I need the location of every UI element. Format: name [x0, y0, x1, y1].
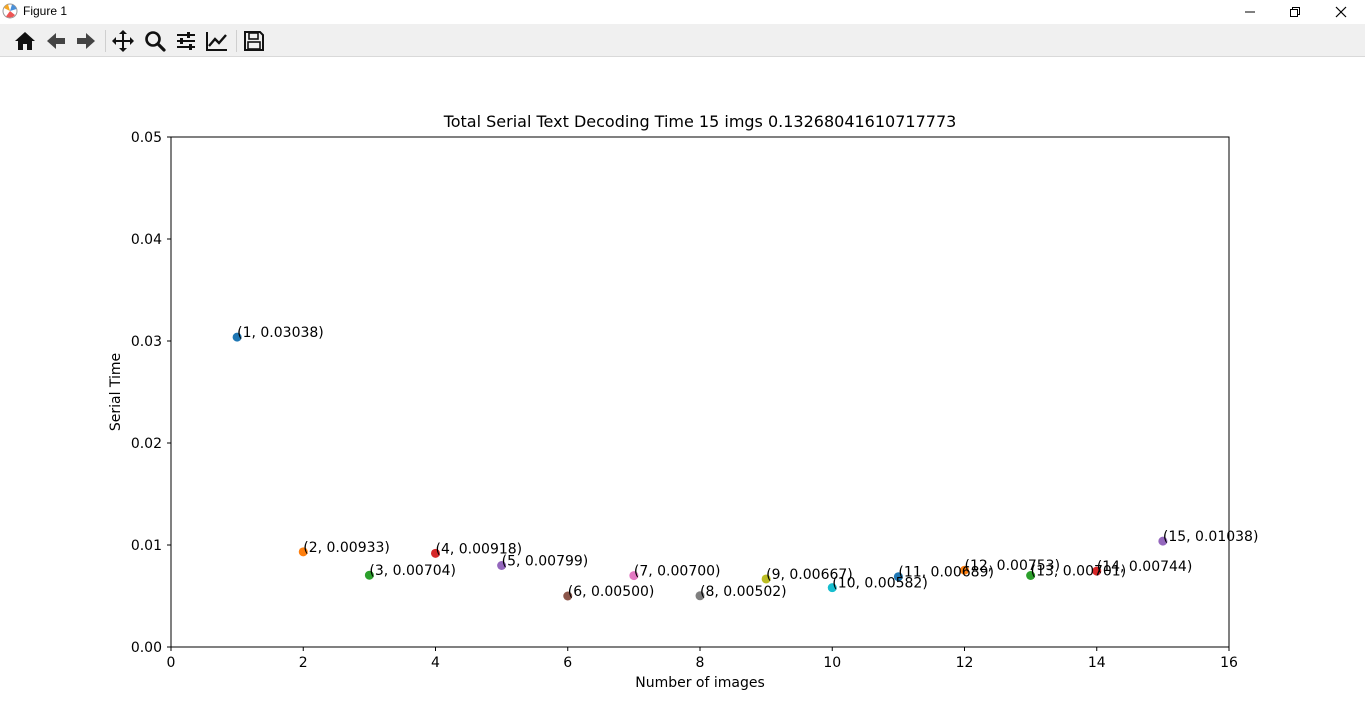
data-point-label: (6, 0.00500)	[568, 584, 655, 600]
figure-canvas[interactable]: Total Serial Text Decoding Time 15 imgs …	[0, 57, 1365, 720]
data-point-label: (3, 0.00704)	[369, 563, 456, 579]
back-button[interactable]	[42, 27, 70, 55]
data-point	[563, 591, 573, 601]
data-point	[497, 561, 507, 571]
data-point-label: (2, 0.00933)	[303, 540, 390, 556]
zoom-icon	[145, 31, 166, 52]
home-icon	[15, 32, 35, 50]
save-icon	[244, 31, 264, 51]
x-tick-label: 4	[431, 655, 440, 671]
data-point	[232, 332, 242, 342]
x-tick-label: 14	[1088, 655, 1106, 671]
data-labels: (1, 0.03038) (2, 0.00933) (3, 0.00704) (4, …	[237, 325, 1258, 600]
data-points	[232, 332, 1168, 601]
x-tick-label: 6	[563, 655, 572, 671]
close-button[interactable]	[1318, 0, 1364, 24]
data-point-label: (13, 0.00701)	[1031, 563, 1127, 579]
data-point	[827, 583, 837, 593]
axes-ticks: 0 2 4 6 8 10 12 14 16 0.00 0.01 0.02 0.03 0.04 0.05	[131, 130, 1238, 671]
data-point	[761, 574, 771, 584]
minimize-button[interactable]	[1227, 0, 1273, 24]
x-tick-label: 8	[696, 655, 705, 671]
data-point-label: (5, 0.00799)	[502, 554, 589, 570]
matplotlib-app-icon	[2, 3, 18, 19]
data-point	[695, 591, 705, 601]
pan-icon	[112, 30, 134, 52]
data-point	[629, 571, 639, 581]
toolbar-separator	[105, 30, 106, 52]
y-tick-label: 0.01	[131, 538, 162, 554]
x-tick-label: 0	[167, 655, 176, 671]
x-tick-label: 10	[823, 655, 841, 671]
forward-button[interactable]	[72, 27, 100, 55]
close-icon	[1335, 6, 1347, 18]
configure-subplots-icon	[177, 32, 195, 50]
window-titlebar: Figure 1	[0, 0, 1365, 24]
data-point-label: (14, 0.00744)	[1097, 559, 1193, 575]
zoom-button[interactable]	[141, 27, 169, 55]
y-axis-label: Serial Time	[108, 353, 124, 431]
data-point	[1158, 536, 1168, 546]
scatter-chart: Total Serial Text Decoding Time 15 imgs …	[108, 112, 1258, 691]
data-point-label: (15, 0.01038)	[1163, 529, 1259, 545]
data-point	[960, 565, 969, 575]
pan-button[interactable]	[109, 27, 137, 55]
x-tick-label: 12	[956, 655, 974, 671]
data-point	[364, 570, 374, 580]
data-point-label: (10, 0.00582)	[832, 576, 928, 592]
data-point-label: (7, 0.00700)	[634, 564, 721, 580]
window-title: Figure 1	[23, 4, 68, 18]
data-point-label: (11, 0.00689)	[898, 565, 994, 581]
save-button[interactable]	[240, 27, 268, 55]
edit-axis-icon	[206, 32, 227, 51]
chart-title: Total Serial Text Decoding Time 15 imgs …	[443, 112, 957, 131]
back-icon	[47, 33, 65, 49]
y-tick-label: 0.00	[131, 640, 162, 656]
axes-frame	[170, 136, 1230, 648]
data-point-label: (4, 0.00918)	[436, 541, 523, 557]
minimize-icon	[1245, 11, 1255, 13]
y-tick-label: 0.05	[131, 130, 162, 146]
toolbar-separator	[236, 30, 237, 52]
data-point-label: (12, 0.00753)	[965, 558, 1061, 574]
data-point-label: (8, 0.00502)	[700, 584, 787, 600]
data-point	[1092, 566, 1102, 576]
data-point	[431, 548, 440, 558]
data-point	[298, 547, 308, 557]
navigation-toolbar	[0, 24, 1365, 57]
data-point-label: (9, 0.00667)	[766, 567, 853, 583]
x-tick-label: 2	[299, 655, 308, 671]
x-tick-label: 16	[1220, 655, 1238, 671]
configure-subplots-button[interactable]	[172, 27, 200, 55]
data-point-label: (1, 0.03038)	[237, 325, 324, 341]
y-tick-label: 0.02	[131, 436, 162, 452]
x-axis-label: Number of images	[635, 675, 765, 691]
data-point	[893, 572, 903, 582]
edit-axis-button[interactable]	[203, 27, 231, 55]
forward-icon	[77, 33, 95, 49]
y-tick-label: 0.04	[131, 232, 162, 248]
restore-icon	[1290, 7, 1300, 17]
y-tick-label: 0.03	[131, 334, 162, 350]
restore-button[interactable]	[1272, 0, 1318, 24]
data-point	[1026, 570, 1036, 580]
home-button[interactable]	[11, 27, 39, 55]
